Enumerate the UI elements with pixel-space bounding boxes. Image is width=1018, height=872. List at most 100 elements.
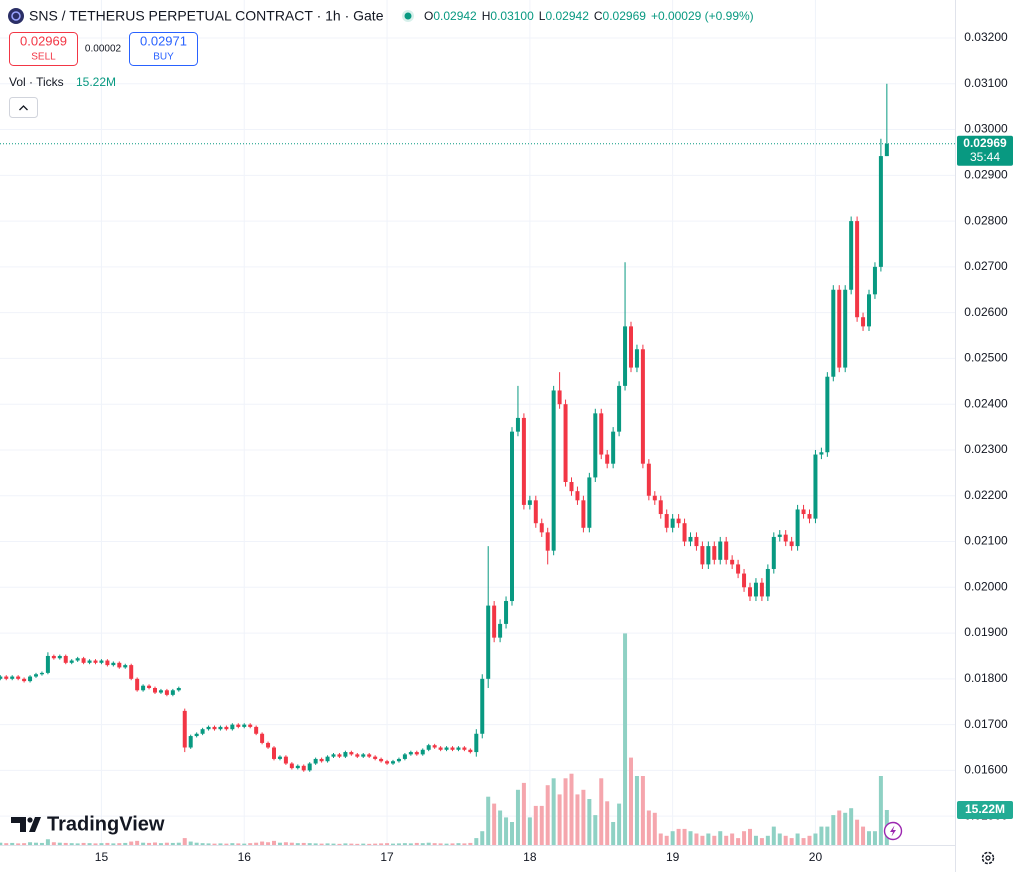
volume-bar	[664, 835, 669, 845]
candle-body	[742, 573, 747, 588]
volume-bar	[212, 843, 217, 845]
volume-bar	[22, 843, 27, 845]
volume-bar	[343, 843, 348, 845]
sell-button[interactable]	[9, 32, 78, 66]
volume-bar	[34, 842, 38, 845]
volume-bar	[93, 843, 98, 845]
candle-body	[289, 763, 294, 769]
y-tick-label: 0.01800	[964, 671, 1008, 685]
candle-body	[753, 582, 758, 597]
candle-body	[688, 536, 693, 542]
volume-bar	[688, 831, 693, 845]
candle-body	[236, 724, 241, 727]
volume-bar	[587, 799, 592, 845]
volume-bar	[498, 810, 503, 845]
volume-bar	[605, 801, 610, 845]
candle-body	[652, 495, 657, 501]
countdown: 35:44	[970, 150, 1000, 164]
volume-bar	[260, 841, 265, 845]
candle-body	[664, 514, 669, 528]
candle-body	[93, 660, 98, 663]
candle-body	[831, 289, 836, 377]
candle-body	[444, 747, 449, 750]
candle-body	[599, 413, 604, 455]
candle-body	[313, 758, 318, 764]
x-tick-label: 20	[809, 850, 823, 864]
volume-bar	[361, 843, 366, 845]
candle-body	[569, 482, 574, 492]
candle-body	[861, 317, 866, 327]
candle-body	[480, 678, 485, 734]
candle-body	[414, 752, 419, 755]
volume-bar	[272, 840, 276, 845]
grid	[0, 0, 955, 845]
candle-body	[129, 665, 134, 679]
collapse-button[interactable]	[9, 97, 38, 118]
candle-body	[277, 756, 282, 759]
ohlc-legend: O0.02942 H0.03100 L0.02942 C0.02969 +0.00029…	[424, 9, 754, 23]
volume-bar	[391, 843, 395, 845]
volume-layer	[0, 633, 889, 845]
candle-body	[331, 754, 336, 757]
candle-body	[188, 736, 193, 748]
candle-body	[825, 376, 830, 453]
candle-body	[69, 660, 74, 663]
y-tick-label: 0.01900	[964, 625, 1008, 639]
candle-body	[557, 390, 562, 405]
volume-bar	[135, 840, 140, 845]
candle-body	[456, 747, 461, 750]
candle-body	[111, 662, 116, 666]
volume-bar	[813, 833, 818, 845]
volume-bar	[563, 778, 568, 845]
volume-bar	[57, 842, 62, 845]
y-tick-label: 0.03000	[964, 122, 1008, 136]
candle-body	[646, 463, 651, 496]
volume-bar	[575, 794, 580, 845]
volume-bar	[718, 831, 723, 845]
settings-button[interactable]	[981, 851, 995, 865]
candle-body	[260, 733, 265, 743]
volume-bar	[319, 843, 324, 845]
chart-title[interactable]: SNS / TETHERUS PERPETUAL CONTRACT · 1h ·…	[29, 8, 384, 24]
volume-bar	[218, 843, 223, 845]
volume-bar	[69, 843, 74, 845]
buy-button[interactable]	[129, 32, 198, 66]
volume-bar	[676, 828, 681, 845]
volume-bar	[337, 843, 342, 845]
candle-body	[640, 349, 645, 464]
volume-title: Vol · Ticks	[9, 75, 64, 89]
candle-body	[355, 754, 360, 757]
volume-bar	[123, 842, 128, 845]
volume-bar	[277, 842, 282, 845]
volume-bar	[28, 842, 33, 845]
candle-body	[10, 676, 15, 679]
candle-body	[34, 674, 38, 677]
candle-body	[878, 156, 883, 267]
volume-bar	[153, 842, 157, 845]
candle-body	[515, 417, 520, 432]
volume-bar	[254, 842, 259, 845]
candle-body	[325, 756, 330, 762]
volume-bar	[670, 831, 675, 845]
volume-bar	[825, 826, 830, 845]
candle-body	[884, 143, 889, 157]
c-value: 0.02969	[603, 9, 647, 23]
candle-body	[789, 541, 794, 547]
logo-mark	[11, 817, 41, 832]
candle-body	[39, 672, 44, 675]
volume-bar	[420, 843, 425, 845]
candle-body	[575, 491, 580, 501]
volume-bar	[379, 843, 384, 845]
volume-bar	[789, 838, 794, 845]
volume-bar	[402, 843, 407, 845]
candle-body	[51, 655, 56, 659]
volume-bar	[855, 819, 860, 845]
candle-body	[176, 687, 181, 691]
y-tick-label: 0.03200	[964, 30, 1008, 44]
volume-bar	[230, 843, 235, 845]
candle-body	[563, 404, 568, 483]
volume-bar	[170, 842, 175, 845]
volume-bar	[51, 842, 56, 845]
volume-bar	[188, 841, 193, 845]
